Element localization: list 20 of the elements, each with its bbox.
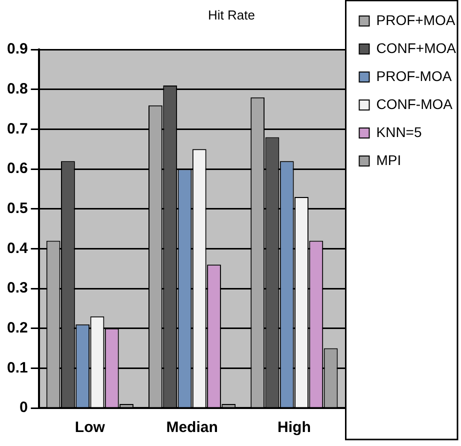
chart-title: Hit Rate <box>208 7 255 22</box>
y-tick-label: 0.4 <box>6 240 28 257</box>
y-tick-label: 0.8 <box>6 80 28 98</box>
y-tick-label: 0.6 <box>6 160 28 178</box>
y-tick-label: 0 <box>20 399 28 416</box>
x-tick-label: Median <box>166 419 218 436</box>
legend-label: CONF+MOA <box>376 40 457 56</box>
y-tick-label: 0.5 <box>6 200 28 218</box>
x-tick-label: High <box>278 419 311 436</box>
y-tick-label: 0.1 <box>6 359 28 376</box>
legend-label: CONF-MOA <box>376 96 454 112</box>
y-tick-label: 0.3 <box>6 280 28 297</box>
x-tick-label: Low <box>74 419 106 436</box>
y-tick-label: 0.2 <box>6 319 28 336</box>
legend-label: KNN=5 <box>376 124 422 140</box>
legend-label: PROF-MOA <box>376 68 452 84</box>
y-tick-label: 0.7 <box>6 120 28 138</box>
legend-label: MPI <box>376 152 402 168</box>
legend-label: PROF+MOA <box>376 12 456 28</box>
y-tick-label: 0.9 <box>6 40 28 58</box>
